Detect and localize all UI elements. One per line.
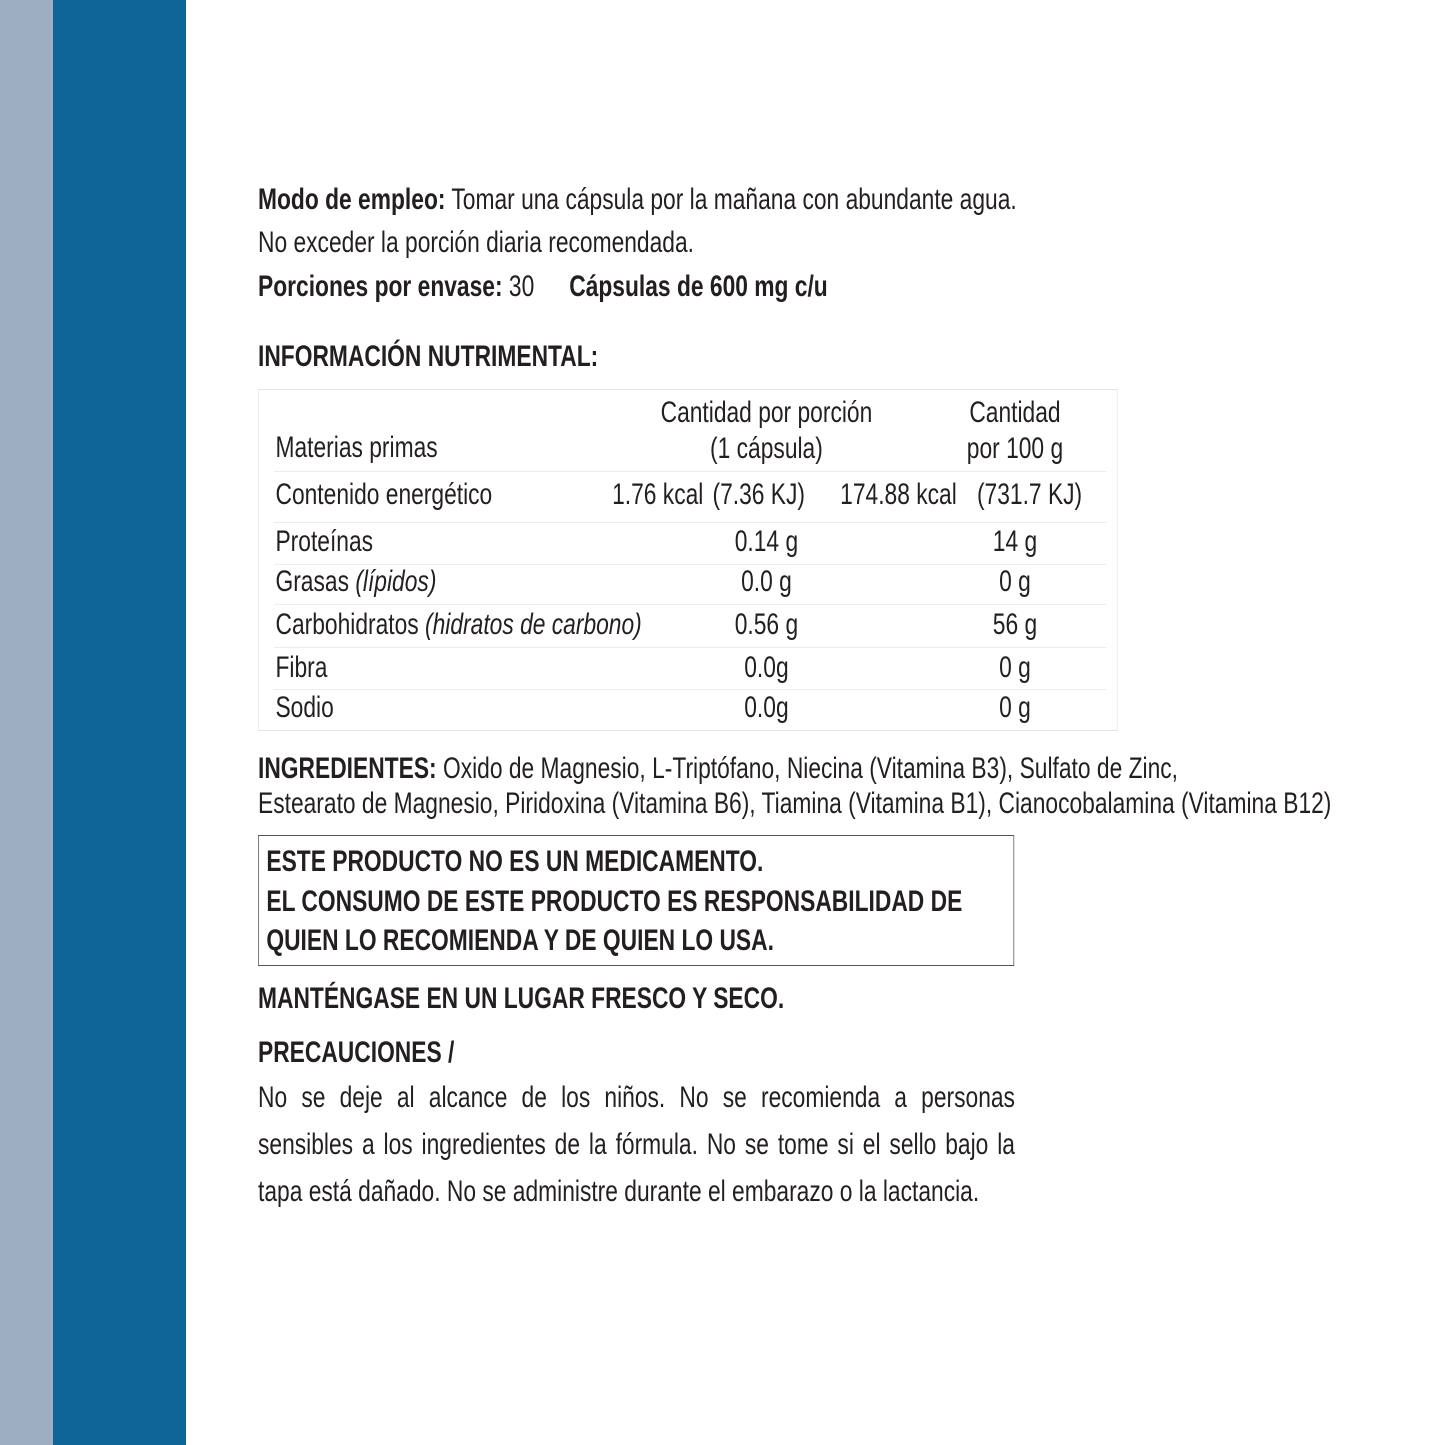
row-portion: 0.0 g bbox=[741, 565, 792, 598]
row-name: Fibra bbox=[275, 651, 328, 684]
divider bbox=[273, 689, 1107, 690]
row-per100: 56 g bbox=[992, 608, 1038, 641]
row-name: Proteínas bbox=[275, 525, 374, 558]
row-portion: 0.0g bbox=[744, 691, 789, 724]
row-per100: 0 g bbox=[999, 651, 1031, 684]
left-blue-strip bbox=[53, 0, 186, 1445]
divider bbox=[273, 604, 1107, 605]
energy-name: Contenido energético bbox=[275, 478, 493, 511]
energy-per100-kj: (731.7 KJ) bbox=[976, 478, 1083, 511]
header-per-portion-line1: Cantidad por porción bbox=[660, 396, 873, 429]
row-portion: 0.0g bbox=[744, 651, 789, 684]
header-per-100g-line1: Cantidad bbox=[969, 396, 1061, 429]
warning-line3: QUIEN LO RECOMIENDA Y DE QUIEN LO USA. bbox=[266, 924, 774, 957]
label-content: Modo de empleo: Tomar una cápsula por la… bbox=[258, 0, 1398, 1445]
servings-value: 30 bbox=[508, 270, 535, 303]
row-per100: 0 g bbox=[999, 691, 1031, 724]
row-name-text: Carbohidratos bbox=[275, 608, 419, 641]
row-per100: 0 g bbox=[999, 565, 1031, 598]
row-name: Grasas (lípidos) bbox=[275, 564, 436, 600]
header-per-100g: Cantidad por 100 g bbox=[950, 395, 1079, 467]
usage-label: Modo de empleo: bbox=[258, 183, 446, 216]
divider bbox=[273, 522, 1107, 523]
ingredients-text: Oxido de Magnesio, L-Triptófano, Niecina… bbox=[442, 752, 1179, 785]
header-per-portion-line2: (1 cápsula) bbox=[710, 432, 823, 465]
energy-per100-kcal: 174.88 kcal bbox=[840, 478, 957, 511]
divider bbox=[273, 564, 1107, 565]
row-note: (hidratos de carbono) bbox=[425, 608, 642, 641]
row-per100: 14 g bbox=[992, 525, 1038, 558]
ingredients-label: INGREDIENTES: bbox=[258, 752, 437, 785]
energy-portion-kj: (7.36 KJ) bbox=[712, 478, 805, 511]
header-raw-materials: Materias primas bbox=[275, 431, 438, 464]
storage-note: MANTÉNGASE EN UN LUGAR FRESCO Y SECO. bbox=[258, 982, 785, 1015]
usage-line: Modo de empleo: Tomar una cápsula por la… bbox=[258, 182, 1017, 218]
precautions-title: PRECAUCIONES / bbox=[258, 1036, 455, 1069]
nutrition-title: INFORMACIÓN NUTRIMENTAL: bbox=[258, 340, 599, 373]
row-name: Carbohidratos (hidratos de carbono) bbox=[275, 607, 641, 643]
usage-text: Tomar una cápsula por la mañana con abun… bbox=[451, 183, 1017, 216]
row-name-text: Grasas bbox=[275, 565, 349, 598]
row-note: (lípidos) bbox=[355, 565, 437, 598]
warning-box: ESTE PRODUCTO NO ES UN MEDICAMENTO. EL C… bbox=[258, 835, 1015, 966]
nutrition-table: Materias primas Cantidad por porción (1 c… bbox=[258, 389, 1118, 731]
ingredients-line1: INGREDIENTES: Oxido de Magnesio, L-Tript… bbox=[258, 751, 1178, 787]
header-per-portion: Cantidad por porción (1 cápsula) bbox=[652, 395, 880, 467]
warning-line1: ESTE PRODUCTO NO ES UN MEDICAMENTO. bbox=[266, 845, 764, 878]
usage-line2: No exceder la porción diaria recomendada… bbox=[258, 226, 694, 259]
row-portion: 0.14 g bbox=[734, 525, 799, 558]
divider bbox=[273, 471, 1107, 472]
precautions-text: No se deje al alcance de los niños. No s… bbox=[258, 1081, 1015, 1208]
energy-portion-kcal: 1.76 kcal bbox=[612, 478, 704, 511]
servings-label: Porciones por envase: bbox=[258, 270, 503, 303]
row-name: Sodio bbox=[275, 691, 334, 724]
header-per-100g-line2: por 100 g bbox=[966, 432, 1064, 465]
servings-line: Porciones por envase: 30 Cápsulas de 600 … bbox=[258, 269, 828, 305]
left-gray-strip bbox=[0, 0, 53, 1445]
capsule-size: Cápsulas de 600 mg c/u bbox=[569, 270, 828, 303]
ingredients-line2: Estearato de Magnesio, Piridoxina (Vitam… bbox=[258, 787, 1332, 820]
row-portion: 0.56 g bbox=[734, 608, 799, 641]
warning-line2: EL CONSUMO DE ESTE PRODUCTO ES RESPONSAB… bbox=[266, 885, 963, 918]
divider bbox=[273, 647, 1107, 648]
